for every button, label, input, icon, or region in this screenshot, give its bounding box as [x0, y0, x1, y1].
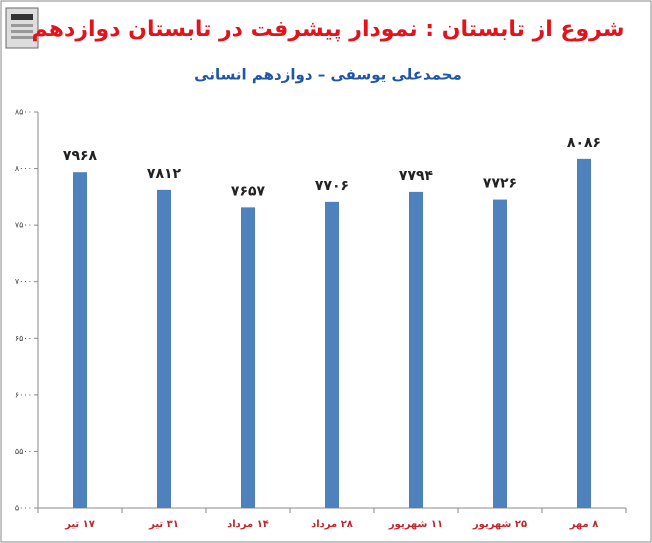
logo: [5, 7, 39, 49]
y-tick-label: ۸۵۰۰: [15, 108, 32, 117]
x-tick-label: ۱۷ تیر: [64, 519, 95, 530]
x-tick-label: ۸ مهر: [569, 519, 599, 530]
bar: [577, 158, 591, 509]
y-tick-label: ۷۵۰۰: [15, 221, 32, 230]
y-tick-label: ۵۰۰۰: [15, 504, 32, 513]
x-tick-label: ۲۸ مرداد: [311, 519, 353, 530]
x-tick-label: ۲۵ شهریور: [472, 519, 527, 530]
y-tick-label: ۶۰۰۰: [15, 390, 32, 399]
chart-subtitle: محمدعلی یوسفی – دوازدهم انسانی: [194, 66, 462, 84]
y-tick-label: ۶۵۰۰: [15, 334, 32, 343]
bar: [325, 201, 339, 508]
bar: [409, 191, 423, 509]
y-tick-label: ۷۰۰۰: [15, 277, 32, 286]
x-tick-label: ۱۴ مرداد: [227, 519, 269, 530]
chart-title: شروع از تابستان : نمودار پیشرفت در تابست…: [32, 17, 625, 42]
y-tick-label: ۵۵۰۰: [15, 447, 32, 456]
value-label: ۷۷۹۴: [399, 168, 434, 184]
value-label: ۷۹۶۸: [63, 148, 98, 164]
bar: [493, 199, 507, 508]
value-label: ۷۸۱۲: [147, 166, 182, 182]
value-label: ۷۶۵۷: [231, 183, 266, 199]
bar: [157, 189, 171, 508]
x-tick-label: ۱۱ شهریور: [388, 519, 443, 530]
bar: [73, 172, 87, 508]
value-label: ۷۷۰۶: [315, 178, 349, 194]
value-label: ۷۷۲۶: [483, 176, 517, 192]
x-tick-label: ۳۱ تیر: [148, 519, 179, 530]
y-tick-label: ۸۰۰۰: [15, 164, 32, 173]
bar: [241, 207, 255, 508]
value-label: ۸۰۸۶: [567, 135, 601, 151]
